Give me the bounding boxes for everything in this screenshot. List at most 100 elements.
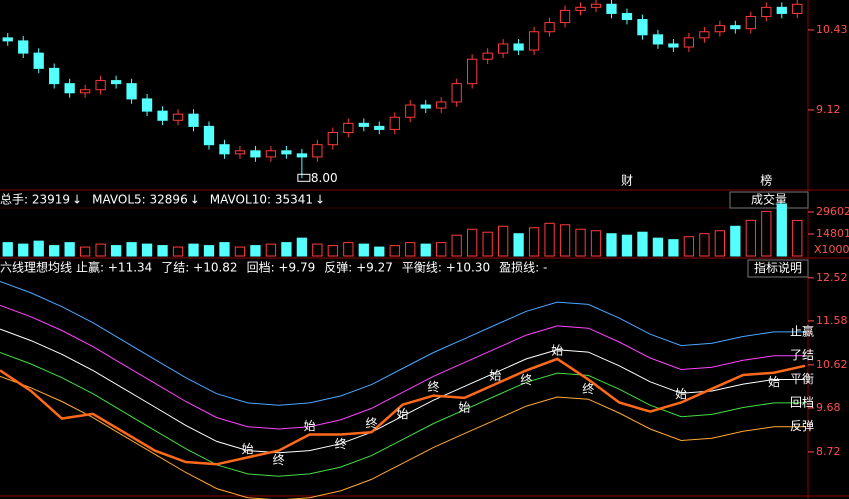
candle-body [141,98,153,112]
volume-bar [590,230,602,257]
candle-body [652,34,664,45]
volume-bar [513,233,524,257]
volume-bar [436,242,447,257]
volume-bar [126,242,137,257]
candle-body [792,3,803,14]
signal-label: 终 [427,379,439,394]
indicator-stat: 反弹: +9.27 [324,261,393,275]
y-tick-label: 12.52 [816,271,848,284]
signal-label: 终 [273,452,285,467]
volume-bar [343,242,354,257]
y-tick-label: 10.43 [816,23,848,36]
y-tick-label: 29602 [816,205,849,218]
candle-body [312,144,323,158]
volume-bar [110,245,122,257]
series-label: 反弹 [790,419,814,433]
candle-body [559,9,571,24]
signal-label: 始 [768,375,780,389]
volume-bar [265,243,277,257]
candle-body [80,89,91,94]
volume-bar [95,243,106,257]
candle-body [296,153,308,158]
y-tick-label: 8.72 [816,445,841,458]
volume-bar [64,242,75,257]
signal-label: 终 [366,416,378,431]
indicator-button-label[interactable]: 指标说明 [754,260,802,275]
volume-bar [2,242,13,257]
volume-bar [792,219,803,257]
signal-label: 始 [304,419,316,433]
volume-bar [312,243,323,257]
volume-bar [559,224,571,257]
signal-label: 始 [242,442,254,456]
indicator-button[interactable] [747,259,809,278]
indicator-stat: 平衡线: +10.30 [402,261,490,275]
volume-bar [467,228,478,257]
indicator-title: 六线理想均线 [0,260,72,275]
volume-bar [219,242,230,257]
indicator-stat: 止赢: +11.34 [76,260,152,275]
candle-body [358,122,369,127]
volume-button[interactable] [729,191,809,209]
volume-stat: MAVOL10: 35341 [210,193,313,207]
candle-body [683,37,695,48]
candle-body [157,110,168,121]
candle-body [188,113,199,127]
candle-body [575,6,586,11]
volume-bar [172,246,184,257]
volume-stat: 总手: 23919 [0,193,70,207]
volume-panel [2,203,803,257]
candle-body [776,6,787,14]
candle-body [2,37,13,42]
candle-body [126,83,137,100]
volume-bar [49,245,60,257]
signal-label: 终 [582,381,594,396]
candle-body [590,3,602,8]
series-label: 回档 [790,395,814,409]
indicator-line [0,304,805,430]
signal-label: 始 [458,400,470,414]
volume-bar [420,243,431,257]
candle-body [606,3,617,14]
candle-body [327,131,338,146]
volume-bar [234,246,246,257]
volume-button-label[interactable]: 成交量 [751,192,787,207]
y-tick-label: 11.58 [816,314,848,327]
volume-bar [621,234,633,257]
volume-bar [668,239,679,257]
candle-body [33,52,44,69]
candle-body [110,80,122,85]
volume-bar [250,245,261,257]
candle-body [621,12,633,21]
candle-body [451,83,462,103]
indicator-line [0,375,805,499]
trend-arrow: ↓ [72,193,82,207]
volume-bar [652,237,664,257]
annotation: 8.00 [311,171,338,185]
volume-bar [761,210,772,257]
volume-bar [157,245,168,257]
candle-body [699,31,710,39]
candle-body [203,125,215,146]
volume-bar [451,234,462,257]
volume-bar [606,233,617,257]
signal-label: 始 [396,407,408,421]
candle-body [405,104,416,118]
volume-bar [281,242,292,257]
candle-body [18,40,29,54]
indicator-stat: 回档: +9.79 [247,261,316,275]
candle-body [513,43,524,51]
volume-bar [296,237,308,257]
candle-body [389,116,400,130]
signal-label: 始 [675,387,687,401]
volume-bar [497,225,509,257]
candle-body [528,31,540,51]
indicator-stat: 盈损线: - [499,261,547,275]
volume-bar [33,240,44,257]
volume-bar [374,246,385,257]
volume-bar [528,227,540,257]
candle-body [343,122,354,133]
volume-bar [776,203,787,257]
